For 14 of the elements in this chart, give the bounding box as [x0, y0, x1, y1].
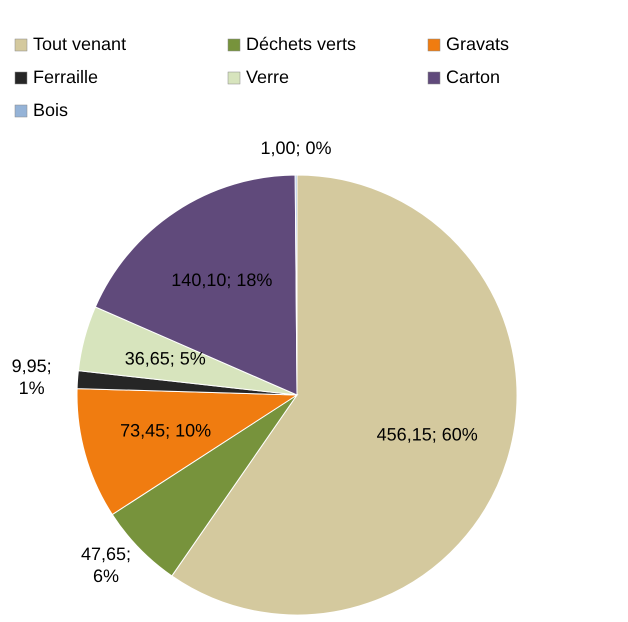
- legend-label: Verre: [246, 66, 290, 87]
- data-label: 47,65; 6%: [81, 544, 132, 586]
- legend-label: Ferraille: [33, 66, 98, 87]
- data-label: 456,15; 60%: [376, 424, 478, 444]
- data-label: 1,00; 0%: [260, 138, 332, 158]
- legend-label: Tout venant: [33, 34, 126, 54]
- legend-label: Carton: [446, 66, 500, 87]
- data-label: 36,65; 5%: [124, 348, 206, 369]
- legend-label: Bois: [33, 100, 68, 120]
- data-label: 140,10; 18%: [171, 270, 272, 290]
- data-label: 73,45; 10%: [120, 420, 212, 440]
- legend-label: Déchets verts: [246, 34, 356, 54]
- data-label: 9,95; 1%: [12, 356, 52, 398]
- legend-label: Gravats: [446, 34, 510, 54]
